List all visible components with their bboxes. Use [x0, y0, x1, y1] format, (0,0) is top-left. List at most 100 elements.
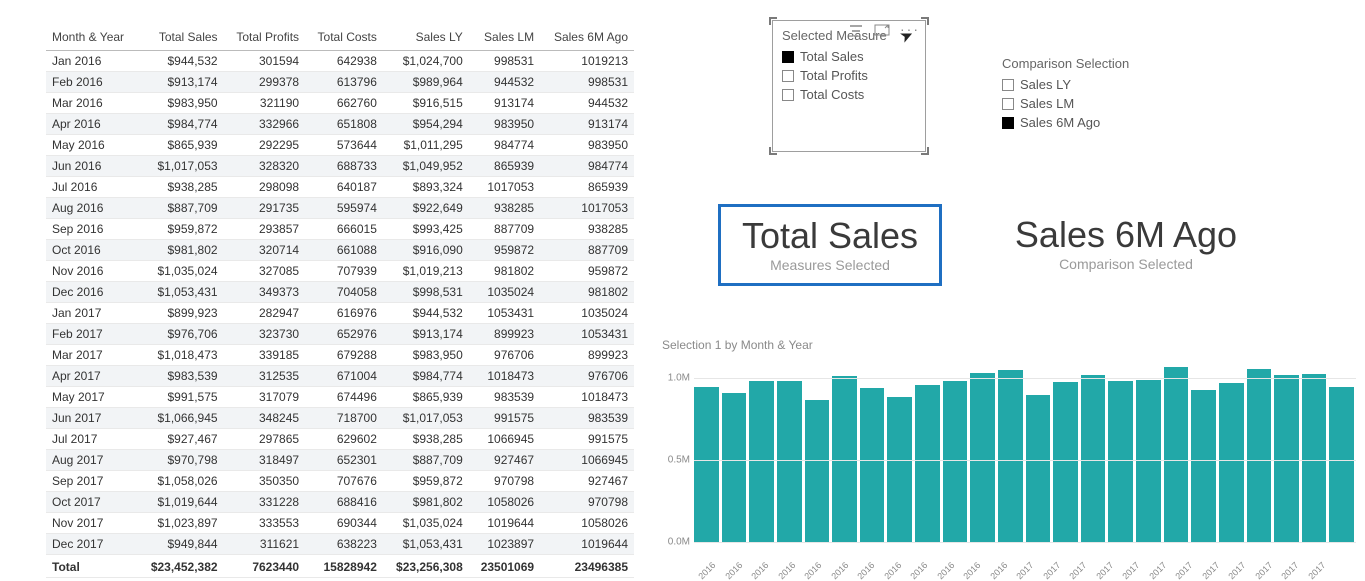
table-row[interactable]: Jun 2016$1,017,053328320688733$1,049,952…	[46, 156, 634, 177]
sales-table[interactable]: Month & YearTotal SalesTotal ProfitsTota…	[46, 26, 634, 578]
y-axis-tick: 1.0M	[668, 373, 690, 384]
table-row[interactable]: Feb 2017$976,706323730652976$913,1748999…	[46, 324, 634, 345]
chart-bar[interactable]	[1164, 367, 1189, 542]
checkbox-icon[interactable]	[1002, 79, 1014, 91]
chart-bar[interactable]	[694, 387, 719, 542]
selection-bar-chart[interactable]: Selection 1 by Month & Year 1.0M0.5M0.0M…	[660, 338, 1340, 576]
slicer-option[interactable]: Total Sales	[782, 47, 916, 66]
table-row[interactable]: Aug 2016$887,709291735595974$922,6499382…	[46, 198, 634, 219]
table-row[interactable]: May 2017$991,575317079674496$865,9399835…	[46, 387, 634, 408]
chart-bar[interactable]	[832, 376, 857, 542]
column-header[interactable]: Sales 6M Ago	[540, 26, 634, 51]
x-axis-tick: 2017	[1251, 558, 1277, 581]
table-row[interactable]: Jan 2017$899,923282947616976$944,5321053…	[46, 303, 634, 324]
chart-bar[interactable]	[1329, 387, 1354, 542]
y-axis-tick: 0.0M	[668, 537, 690, 548]
chart-bar[interactable]	[1219, 383, 1244, 542]
column-header[interactable]: Sales LY	[383, 26, 469, 51]
x-axis-tick: 2017	[1304, 558, 1330, 581]
table-row[interactable]: Mar 2017$1,018,473339185679288$983,95097…	[46, 345, 634, 366]
x-axis-tick: 2017	[1012, 558, 1038, 581]
focus-mode-icon[interactable]	[874, 24, 890, 41]
chart-bar[interactable]	[777, 381, 802, 542]
column-header[interactable]: Total Sales	[138, 26, 224, 51]
x-axis-tick: 2017	[1277, 558, 1303, 581]
table-row[interactable]: Oct 2016$981,802320714661088$916,0909598…	[46, 240, 634, 261]
chart-bar[interactable]	[1302, 374, 1327, 542]
x-axis-tick: 2016	[747, 558, 773, 581]
table-row[interactable]: Nov 2016$1,035,024327085707939$1,019,213…	[46, 261, 634, 282]
chart-bar[interactable]	[722, 393, 747, 542]
chart-bar[interactable]	[943, 381, 968, 542]
slicer-option[interactable]: Total Costs	[782, 85, 916, 104]
card-value: Sales 6M Ago	[990, 216, 1262, 254]
table-row[interactable]: Apr 2017$983,539312535671004$984,7741018…	[46, 366, 634, 387]
table-row[interactable]: Aug 2017$970,798318497652301$887,7099274…	[46, 450, 634, 471]
chart-bar[interactable]	[1274, 375, 1299, 542]
chart-bar[interactable]	[1026, 395, 1051, 542]
x-axis-tick: 2016	[721, 558, 747, 581]
slicer-option[interactable]: Sales 6M Ago	[1002, 113, 1162, 132]
chart-bar[interactable]	[749, 381, 774, 542]
x-axis-tick: 2016	[853, 558, 879, 581]
slicer-option[interactable]: Total Profits	[782, 66, 916, 85]
chart-bar[interactable]	[1081, 375, 1106, 542]
chart-bar[interactable]	[998, 370, 1023, 542]
x-axis-tick: 2016	[827, 558, 853, 581]
comparison-selected-card[interactable]: Sales 6M Ago Comparison Selected	[986, 206, 1266, 282]
table-row[interactable]: Sep 2016$959,872293857666015$993,4258877…	[46, 219, 634, 240]
chart-bar[interactable]	[887, 397, 912, 542]
table-row[interactable]: Dec 2016$1,053,431349373704058$998,53110…	[46, 282, 634, 303]
x-axis-tick: 2016	[906, 558, 932, 581]
checkbox-icon[interactable]	[782, 51, 794, 63]
y-axis-tick: 0.5M	[668, 455, 690, 466]
chart-bar[interactable]	[1108, 381, 1133, 542]
x-axis-tick: 2016	[880, 558, 906, 581]
visual-header[interactable]: ➤ ···	[848, 24, 920, 41]
table-row[interactable]: Apr 2016$984,774332966651808$954,2949839…	[46, 114, 634, 135]
x-axis-tick: 2017	[1171, 558, 1197, 581]
chart-bar[interactable]	[915, 385, 940, 542]
x-axis-tick: 2016	[800, 558, 826, 581]
column-header[interactable]: Total Costs	[305, 26, 383, 51]
chart-bar[interactable]	[805, 400, 830, 542]
selected-measure-slicer[interactable]: ➤ ··· Selected Measure Total SalesTotal …	[772, 20, 926, 152]
table-row[interactable]: Dec 2017$949,844311621638223$1,053,43110…	[46, 534, 634, 555]
x-axis-tick: 2016	[694, 558, 720, 581]
table-row[interactable]: Mar 2016$983,950321190662760$916,5159131…	[46, 93, 634, 114]
table-total-row: Total$23,452,382762344015828942$23,256,3…	[46, 555, 634, 578]
comparison-slicer[interactable]: Comparison Selection Sales LYSales LMSal…	[992, 48, 1172, 140]
column-header[interactable]: Month & Year	[46, 26, 138, 51]
table-row[interactable]: Feb 2016$913,174299378613796$989,9649445…	[46, 72, 634, 93]
slicer-option[interactable]: Sales LM	[1002, 94, 1162, 113]
slicer-option-label: Sales LY	[1020, 77, 1071, 92]
table-row[interactable]: Nov 2017$1,023,897333553690344$1,035,024…	[46, 513, 634, 534]
table-row[interactable]: Sep 2017$1,058,026350350707676$959,87297…	[46, 471, 634, 492]
x-axis-tick: 2016	[959, 558, 985, 581]
table-row[interactable]: Jul 2017$927,467297865629602$938,2851066…	[46, 429, 634, 450]
slicer-option-label: Total Profits	[800, 68, 868, 83]
chart-bar[interactable]	[1191, 390, 1216, 542]
checkbox-icon[interactable]	[1002, 117, 1014, 129]
card-value: Total Sales	[725, 217, 935, 255]
x-axis-tick: 2017	[1039, 558, 1065, 581]
column-header[interactable]: Sales LM	[469, 26, 540, 51]
column-header[interactable]: Total Profits	[224, 26, 305, 51]
checkbox-icon[interactable]	[782, 89, 794, 101]
checkbox-icon[interactable]	[782, 70, 794, 82]
table-row[interactable]: Jan 2016$944,532301594642938$1,024,70099…	[46, 51, 634, 72]
table-row[interactable]: Oct 2017$1,019,644331228688416$981,80210…	[46, 492, 634, 513]
card-label: Measures Selected	[725, 257, 935, 273]
chart-bar[interactable]	[1053, 382, 1078, 542]
checkbox-icon[interactable]	[1002, 98, 1014, 110]
x-axis-tick: 2017	[1198, 558, 1224, 581]
chart-bar[interactable]	[860, 388, 885, 542]
slicer-option[interactable]: Sales LY	[1002, 75, 1162, 94]
table-row[interactable]: Jun 2017$1,066,945348245718700$1,017,053…	[46, 408, 634, 429]
filter-icon[interactable]	[848, 24, 864, 41]
chart-bar[interactable]	[970, 373, 995, 542]
chart-bar[interactable]	[1247, 369, 1272, 542]
table-row[interactable]: Jul 2016$938,285298098640187$893,3241017…	[46, 177, 634, 198]
measures-selected-card[interactable]: Total Sales Measures Selected	[718, 204, 942, 286]
table-row[interactable]: May 2016$865,939292295573644$1,011,29598…	[46, 135, 634, 156]
